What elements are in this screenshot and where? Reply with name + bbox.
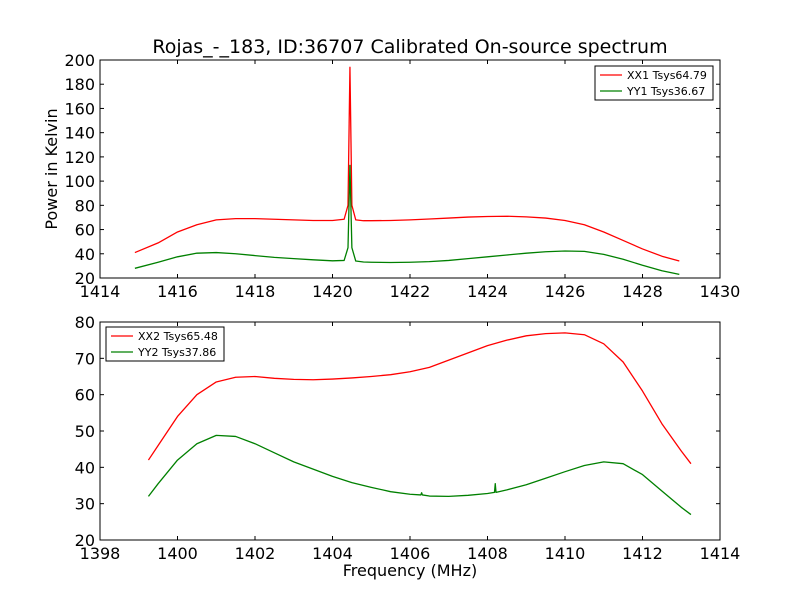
top-y-tick-label: 180: [64, 75, 95, 94]
bottom-x-tick-label: 1410: [545, 544, 586, 563]
bottom-y-tick-label: 30: [75, 495, 95, 514]
top-x-tick-label: 1416: [157, 282, 198, 301]
top-x-tick-label: 1426: [545, 282, 586, 301]
top-x-tick-label: 1428: [622, 282, 663, 301]
bottom-series-layer: [147, 332, 692, 516]
top-ticks-layer: 1414 1416 1418 1420 1422 1424 1426 1428 1430 20 40…: [64, 51, 740, 301]
bottom-x-tick-label: 1408: [467, 544, 508, 563]
bottom-x-tick-label: 1404: [312, 544, 353, 563]
top-legend-label-yy1: YY1 Tsys36.67: [626, 85, 705, 98]
top-y-tick-label: 60: [75, 221, 95, 240]
top-y-tick-label: 120: [64, 148, 95, 167]
chart-title: Rojas_-_183, ID:36707 Calibrated On-sour…: [152, 36, 667, 58]
top-x-tick-label: 1424: [467, 282, 508, 301]
top-y-tick-label: 140: [64, 124, 95, 143]
top-x-tick-label: 1414: [80, 282, 121, 301]
top-y-tick-label: 200: [64, 51, 95, 70]
bottom-legend: XX2 Tsys65.48 YY2 Tsys37.86: [105, 326, 225, 362]
top-series-layer: [134, 66, 680, 276]
bottom-ticks-layer: 1398 1400 1402 1404 1406 1408 1410 1412 1414 20 30…: [75, 313, 741, 563]
bottom-legend-box: [105, 326, 225, 362]
bottom-x-tick-label: 1402: [235, 544, 276, 563]
top-legend-label-xx1: XX1 Tsys64.79: [627, 69, 707, 82]
bottom-series-line-xx: [147, 332, 692, 465]
top-y-tick-label: 80: [75, 196, 95, 215]
top-y-tick-label: 160: [64, 99, 95, 118]
top-y-tick-label: 40: [75, 245, 95, 264]
bottom-x-tick-label: 1414: [700, 544, 741, 563]
top-y-axis-label: Power in Kelvin: [42, 108, 61, 229]
top-x-tick-label: 1418: [235, 282, 276, 301]
bottom-y-tick-label: 80: [75, 313, 95, 332]
bottom-x-tick-label: 1412: [622, 544, 663, 563]
bottom-y-tick-label: 50: [75, 422, 95, 441]
top-legend: XX1 Tsys64.79 YY1 Tsys36.67: [594, 65, 714, 101]
bottom-y-tick-label: 60: [75, 386, 95, 405]
top-series-line-yy: [134, 164, 680, 276]
bottom-x-tick-label: 1398: [80, 544, 121, 563]
bottom-x-axis-label: Frequency (MHz): [343, 561, 477, 580]
top-x-tick-label: 1420: [312, 282, 353, 301]
top-legend-box: [594, 65, 714, 101]
top-y-tick-label: 20: [75, 269, 95, 288]
bottom-x-tick-label: 1406: [390, 544, 431, 563]
bottom-legend-label-yy2: YY2 Tsys37.86: [137, 346, 216, 359]
bottom-series-line-yy: [147, 434, 692, 516]
bottom-y-tick-label: 40: [75, 458, 95, 477]
top-x-tick-label: 1422: [390, 282, 431, 301]
top-series-line-xx: [134, 66, 680, 262]
bottom-legend-label-xx2: XX2 Tsys65.48: [138, 330, 218, 343]
bottom-spectrum-panel: 1398 1400 1402 1404 1406 1408 1410 1412 1414 20 30…: [75, 313, 741, 580]
bottom-x-tick-label: 1400: [157, 544, 198, 563]
top-spectrum-panel: 1414 1416 1418 1420 1422 1424 1426 1428 1430 20 40…: [42, 51, 740, 301]
bottom-y-tick-label: 70: [75, 349, 95, 368]
top-x-tick-label: 1430: [700, 282, 741, 301]
top-y-tick-label: 100: [64, 172, 95, 191]
bottom-y-tick-label: 20: [75, 531, 95, 550]
